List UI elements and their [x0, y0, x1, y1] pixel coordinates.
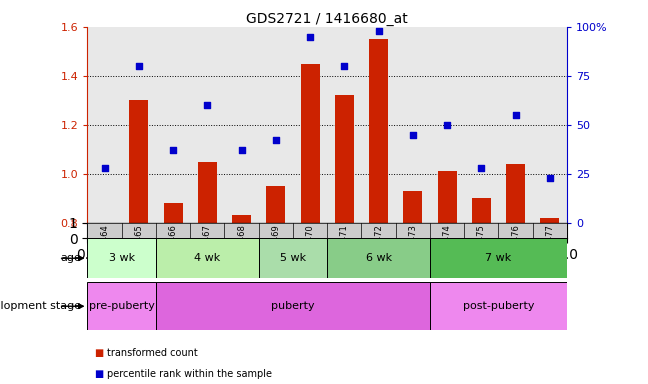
Text: puberty: puberty — [271, 301, 315, 311]
Text: development stage: development stage — [0, 301, 81, 311]
Text: GSM148475: GSM148475 — [477, 224, 486, 275]
Point — [271, 137, 281, 144]
Point — [133, 63, 144, 69]
Title: GDS2721 / 1416680_at: GDS2721 / 1416680_at — [246, 12, 408, 26]
Text: ■: ■ — [94, 348, 103, 358]
Text: 7 wk: 7 wk — [485, 253, 512, 263]
Text: percentile rank within the sample: percentile rank within the sample — [107, 369, 272, 379]
Text: post-puberty: post-puberty — [463, 301, 534, 311]
Point — [237, 147, 247, 153]
Text: ■: ■ — [94, 369, 103, 379]
Text: GSM148476: GSM148476 — [511, 224, 520, 275]
Text: GSM148471: GSM148471 — [340, 224, 349, 275]
Bar — [87, 238, 156, 278]
Point — [305, 33, 316, 40]
Bar — [198, 162, 217, 223]
Text: GSM148473: GSM148473 — [408, 224, 417, 275]
Bar — [232, 215, 251, 223]
Bar — [156, 282, 430, 330]
Bar — [404, 191, 422, 223]
Bar — [430, 282, 567, 330]
Bar — [430, 238, 567, 278]
Text: GSM148470: GSM148470 — [306, 224, 315, 275]
Text: GSM148472: GSM148472 — [374, 224, 383, 275]
Text: GSM148468: GSM148468 — [237, 224, 246, 275]
Text: age: age — [60, 253, 81, 263]
Bar — [437, 171, 457, 223]
Bar — [327, 238, 430, 278]
Bar — [156, 238, 259, 278]
Bar — [301, 64, 319, 223]
Point — [339, 63, 349, 69]
Bar — [506, 164, 525, 223]
Point — [99, 165, 110, 171]
Bar — [164, 203, 183, 223]
Text: transformed count: transformed count — [107, 348, 198, 358]
Text: 6 wk: 6 wk — [365, 253, 391, 263]
Text: 3 wk: 3 wk — [109, 253, 135, 263]
Text: 4 wk: 4 wk — [194, 253, 220, 263]
Point — [373, 28, 384, 34]
Text: GSM148474: GSM148474 — [443, 224, 452, 275]
Point — [202, 102, 213, 108]
Text: pre-puberty: pre-puberty — [89, 301, 155, 311]
Bar — [266, 186, 285, 223]
Text: 5 wk: 5 wk — [280, 253, 306, 263]
Text: GSM148466: GSM148466 — [168, 224, 178, 275]
Point — [476, 165, 487, 171]
Bar — [472, 198, 491, 223]
Point — [511, 112, 521, 118]
Bar — [335, 95, 354, 223]
Point — [442, 122, 452, 128]
Bar — [130, 100, 148, 223]
Text: GSM148464: GSM148464 — [100, 224, 109, 275]
Text: GSM148477: GSM148477 — [546, 224, 555, 275]
Bar — [369, 39, 388, 223]
Text: GSM148465: GSM148465 — [134, 224, 143, 275]
Bar — [540, 218, 559, 223]
Point — [408, 131, 418, 137]
Point — [168, 147, 178, 153]
Point — [545, 175, 555, 181]
Text: GSM148467: GSM148467 — [203, 224, 212, 275]
Bar — [259, 238, 327, 278]
Text: GSM148469: GSM148469 — [272, 224, 281, 275]
Bar — [87, 282, 156, 330]
